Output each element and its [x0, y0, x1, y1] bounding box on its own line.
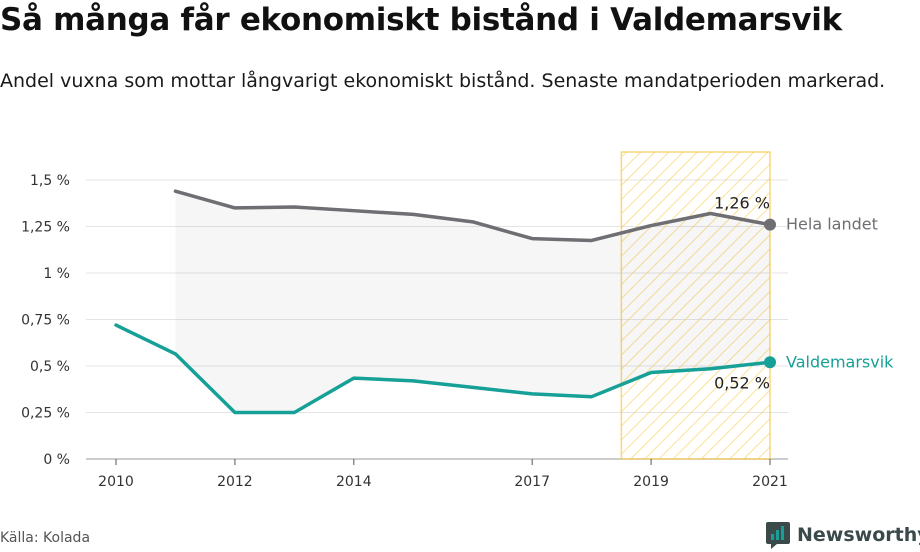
series-end-marker	[764, 218, 776, 231]
series-name-label: Valdemarsvik	[786, 352, 894, 371]
series-layer	[114, 189, 776, 415]
x-tick-label: 2012	[217, 474, 253, 490]
series-value-label: 1,26 %	[714, 194, 770, 213]
axes: 0 % 0,25 % 0,5 % 0,75 % 1 % 1,25 % 1,5 % 2010 20…	[21, 173, 788, 490]
y-tick-label: 1,5 %	[30, 173, 70, 189]
highlight-period-rect	[620, 151, 771, 460]
y-tick-label: 1 %	[43, 266, 70, 282]
chart-title: Så många får ekonomiskt bistånd i Valdem…	[0, 2, 842, 38]
x-tick-label: 2021	[752, 474, 788, 490]
newsworthy-logo-icon	[766, 522, 790, 549]
chart-subtitle: Andel vuxna som mottar långvarigt ekonom…	[0, 70, 886, 92]
y-tick-label: 1,25 %	[21, 220, 70, 236]
y-tick-label: 0,25 %	[21, 406, 70, 422]
y-tick-label: 0,5 %	[30, 359, 70, 375]
highlight-period	[620, 151, 771, 460]
x-tick-label: 2019	[633, 474, 669, 490]
brand-name: Newsworthy	[797, 524, 920, 546]
series-end-marker	[764, 356, 776, 369]
y-tick-label: 0,75 %	[21, 313, 70, 329]
source-note: Källa: Kolada	[0, 530, 91, 546]
brand-logo: Newsworthy	[765, 518, 920, 552]
gap-fill	[175, 191, 771, 413]
series-line-valdemarsvik	[114, 323, 772, 415]
gap-area	[175, 191, 771, 413]
series-name-label: Hela landet	[786, 215, 878, 234]
x-tick-label: 2014	[336, 474, 372, 490]
series-line-hela-landet	[173, 189, 772, 243]
x-tick-label: 2017	[514, 474, 550, 490]
y-tick-label: 0 %	[43, 452, 70, 468]
x-tick-label: 2010	[98, 474, 134, 490]
series-value-label: 0,52 %	[714, 373, 770, 392]
series-labels: Hela landet 1,26 % Valdemarsvik 0,52 %	[714, 194, 894, 393]
